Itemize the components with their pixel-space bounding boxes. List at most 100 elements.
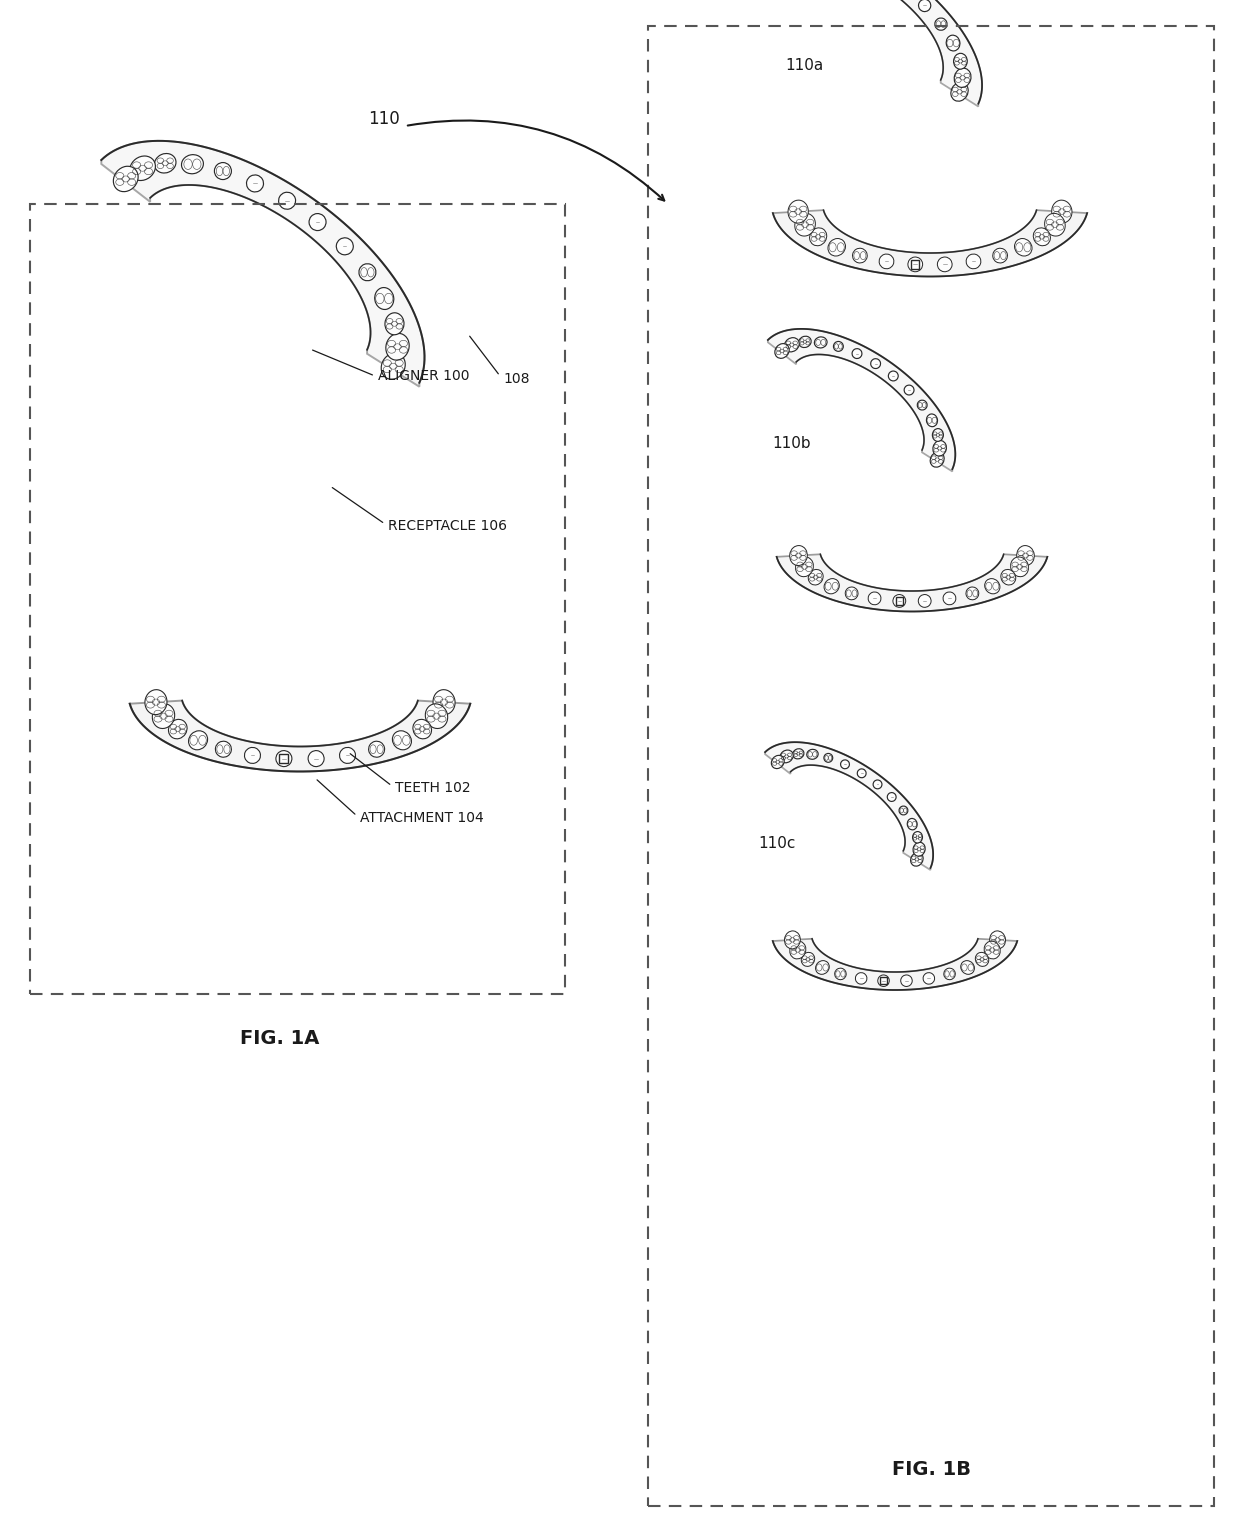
Ellipse shape (961, 960, 975, 974)
Ellipse shape (919, 0, 931, 12)
Ellipse shape (868, 592, 880, 604)
Ellipse shape (951, 83, 968, 101)
Ellipse shape (932, 428, 944, 442)
Ellipse shape (888, 793, 897, 801)
Ellipse shape (815, 337, 827, 348)
Ellipse shape (358, 264, 376, 281)
Ellipse shape (1017, 546, 1034, 566)
Bar (895, 597, 903, 604)
Ellipse shape (790, 942, 806, 959)
Ellipse shape (823, 753, 833, 762)
Ellipse shape (908, 258, 923, 272)
Ellipse shape (215, 163, 232, 179)
Ellipse shape (153, 704, 175, 729)
Ellipse shape (852, 348, 862, 359)
Text: RECEPTACLE 106: RECEPTACLE 106 (388, 518, 507, 532)
Ellipse shape (976, 953, 988, 966)
Ellipse shape (155, 153, 176, 173)
Ellipse shape (923, 973, 935, 985)
Ellipse shape (425, 704, 448, 729)
Ellipse shape (870, 359, 880, 368)
Text: 110a: 110a (785, 58, 823, 74)
Ellipse shape (835, 968, 846, 980)
Ellipse shape (789, 199, 808, 222)
Ellipse shape (893, 595, 905, 607)
Ellipse shape (990, 931, 1006, 950)
Ellipse shape (188, 730, 207, 750)
Ellipse shape (900, 976, 913, 986)
Ellipse shape (785, 337, 800, 351)
Ellipse shape (816, 960, 830, 974)
Ellipse shape (807, 749, 818, 759)
Ellipse shape (775, 344, 789, 359)
Ellipse shape (247, 175, 264, 192)
Ellipse shape (1014, 238, 1032, 256)
Text: 110c: 110c (758, 836, 795, 851)
Ellipse shape (993, 249, 1007, 262)
Text: ATTACHMENT 104: ATTACHMENT 104 (360, 811, 484, 825)
Polygon shape (130, 701, 470, 772)
Ellipse shape (169, 719, 187, 739)
Ellipse shape (913, 831, 923, 844)
Ellipse shape (384, 313, 404, 334)
Text: ALIGNER 100: ALIGNER 100 (378, 370, 470, 384)
Ellipse shape (946, 35, 960, 51)
Bar (911, 261, 919, 268)
Polygon shape (776, 554, 1048, 612)
Ellipse shape (908, 819, 918, 830)
Ellipse shape (145, 690, 167, 715)
Ellipse shape (433, 690, 455, 715)
Ellipse shape (954, 54, 967, 69)
Ellipse shape (340, 747, 356, 764)
Ellipse shape (841, 759, 849, 769)
Bar (649, 26, 1214, 1506)
Ellipse shape (309, 213, 326, 230)
Ellipse shape (799, 336, 811, 348)
Ellipse shape (113, 166, 138, 192)
Ellipse shape (910, 853, 923, 867)
Ellipse shape (932, 440, 946, 456)
Ellipse shape (130, 156, 155, 181)
Ellipse shape (386, 333, 409, 360)
Text: 108: 108 (503, 373, 529, 387)
Ellipse shape (833, 342, 843, 351)
Ellipse shape (846, 588, 858, 600)
Ellipse shape (1044, 213, 1065, 236)
Ellipse shape (878, 976, 889, 986)
Polygon shape (102, 141, 424, 387)
Ellipse shape (216, 741, 232, 758)
Ellipse shape (808, 569, 823, 584)
Ellipse shape (795, 213, 816, 236)
Ellipse shape (780, 750, 794, 762)
Ellipse shape (792, 749, 804, 759)
Ellipse shape (935, 18, 947, 31)
Ellipse shape (825, 578, 839, 594)
Bar (30, 204, 565, 994)
Ellipse shape (919, 595, 931, 607)
Polygon shape (773, 210, 1087, 276)
Ellipse shape (381, 353, 405, 379)
Ellipse shape (888, 371, 898, 380)
Ellipse shape (771, 755, 784, 769)
Ellipse shape (944, 592, 956, 604)
Polygon shape (773, 939, 1017, 989)
Ellipse shape (810, 229, 827, 245)
Ellipse shape (913, 842, 925, 856)
Ellipse shape (796, 557, 813, 577)
Ellipse shape (853, 249, 867, 262)
Ellipse shape (1011, 557, 1028, 577)
Ellipse shape (801, 953, 815, 966)
Ellipse shape (985, 578, 999, 594)
Ellipse shape (413, 719, 432, 739)
Ellipse shape (856, 973, 867, 985)
Text: FIG. 1A: FIG. 1A (241, 1029, 320, 1049)
Ellipse shape (790, 546, 807, 566)
Ellipse shape (930, 453, 944, 468)
Polygon shape (749, 0, 982, 106)
Ellipse shape (279, 192, 295, 209)
Ellipse shape (374, 287, 394, 310)
Ellipse shape (944, 968, 955, 980)
Ellipse shape (336, 238, 353, 255)
Ellipse shape (785, 931, 800, 950)
Ellipse shape (904, 385, 914, 394)
